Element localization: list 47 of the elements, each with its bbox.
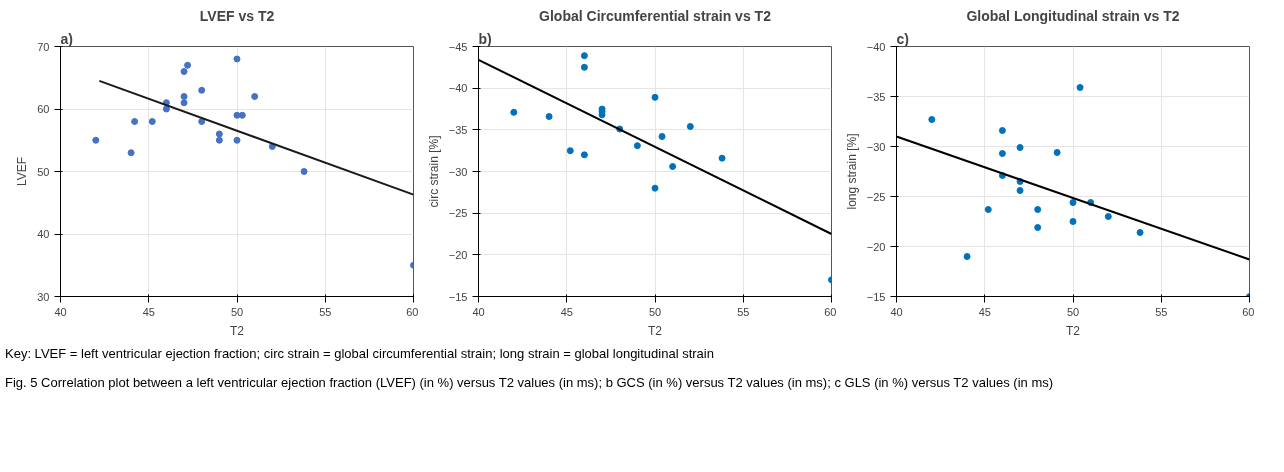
y-tick-label: −40 [448,82,468,95]
y-tick-label: −15 [866,290,886,303]
y-tick-label: 30 [37,290,50,303]
y-axis-title: LVEF [15,156,30,187]
x-tick-label: 60 [406,305,419,318]
y-tick-label: −40 [866,40,886,53]
x-tick-label: 45 [560,305,573,318]
x-tick-label: 40 [472,305,485,318]
y-tick-label: −20 [866,240,886,253]
x-tick-label: 50 [230,305,244,318]
y-tick-label: −30 [448,165,468,178]
x-axis-title: T2 [648,323,663,338]
x-axis-title: T2 [230,323,245,338]
y-tick-label: −30 [866,140,886,153]
x-tick-label: 40 [890,305,903,318]
x-tick-label: 60 [824,305,837,318]
text: b) [478,30,492,47]
y-tick-label: −35 [866,90,886,103]
x-tick-label: 50 [1066,305,1080,318]
y-tick-label: 50 [37,165,50,178]
x-tick-label: 55 [737,305,750,318]
text: a) [60,30,73,47]
y-tick-label: −15 [448,290,468,303]
y-tick-label: −25 [448,207,468,220]
x-tick-label: 45 [978,305,991,318]
y-tick-label: 70 [37,40,50,53]
x-tick-label: 50 [648,305,662,318]
chart-title: Global Circumferential strain vs T2 [539,7,772,24]
x-tick-label: 55 [319,305,332,318]
x-axis-title: T2 [1066,323,1081,338]
chart-title: LVEF vs T2 [199,7,275,24]
text: Key: LVEF = left ventricular ejection fraction; circ strain = global circumferential strain; long strain = global longitudinal strain [5,345,714,363]
y-tick-label: −35 [448,123,468,136]
y-axis-title: circ strain [%] [426,135,441,208]
y-tick-label: −45 [448,40,468,53]
y-tick-label: −25 [866,190,886,203]
y-axis-title: long strain [%] [844,133,859,210]
x-tick-label: 60 [1242,305,1255,318]
x-tick-label: 40 [54,305,67,318]
annotation: c) [896,30,909,47]
x-tick-label: 55 [1155,305,1168,318]
caption: Fig. 5 Correlation plot between a left ventricular ejection fraction (LVEF) (in %) versus T2 values (in ms); b GCS (in %) versus T2 values (in ms); c GLS (in %) versus T2 values (in ms) [5,373,1054,392]
y-tick-label: 60 [37,103,50,115]
y-tick-label: −20 [448,248,468,261]
x-tick-label: 45 [142,305,155,318]
y-tick-label: 40 [37,228,50,240]
chart-title: Global Longitudinal strain vs T2 [966,7,1180,24]
